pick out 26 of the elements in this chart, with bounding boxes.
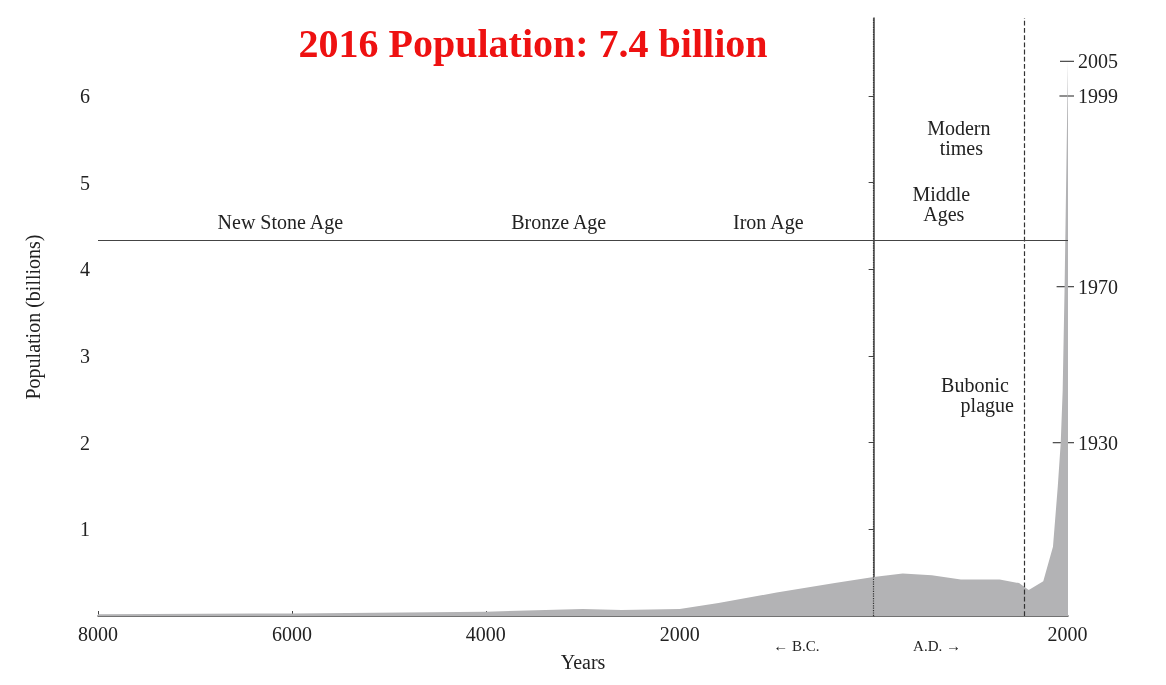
chart-title: 2016 Population: 7.4 billion	[298, 20, 768, 66]
annotation: Bronze Age	[511, 211, 607, 235]
y-tick-label: 2	[80, 431, 90, 454]
y-tick-label: 4	[80, 258, 90, 281]
annotation: 1999	[1078, 85, 1118, 107]
annotation: Iron Age	[733, 211, 804, 235]
annotation: 1970	[1078, 275, 1118, 298]
y-tick-label: 1	[80, 518, 90, 541]
x-tick-label: 2000	[659, 623, 700, 645]
text: A.D. →	[913, 638, 962, 655]
annotation: Middle Ages	[912, 183, 976, 227]
y-tick-label: 3	[80, 345, 90, 367]
text: ← B.C.	[773, 638, 820, 655]
annotation: Modern times	[927, 117, 996, 160]
annotation: 2005	[1078, 50, 1118, 73]
x-tick-label: 2000	[1047, 623, 1088, 645]
x-tick-label: 4000	[465, 623, 506, 645]
ref-line-label: Bubonic plague	[941, 373, 1015, 417]
x-tick-label: 8000	[78, 623, 118, 645]
annotation: 1930	[1078, 431, 1118, 454]
y-tick-label: 5	[80, 171, 90, 194]
y-axis-title: Population (billions)	[22, 234, 45, 400]
x-axis-title: Years	[560, 651, 606, 673]
x-tick-label: 6000	[271, 623, 312, 645]
y-tick-label: 6	[80, 85, 90, 107]
annotation: New Stone Age	[217, 211, 344, 235]
